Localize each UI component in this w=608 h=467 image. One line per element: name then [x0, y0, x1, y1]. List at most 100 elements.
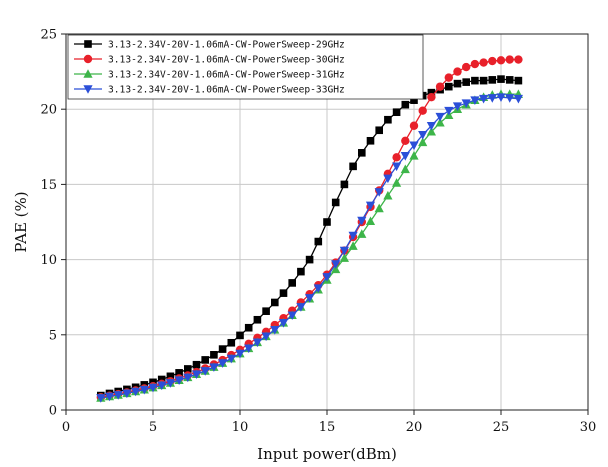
- data-point: [374, 188, 384, 197]
- legend-box: [67, 34, 424, 100]
- data-point: [227, 338, 236, 347]
- x-tick-label: 25: [493, 420, 510, 435]
- legend-marker: [84, 40, 92, 48]
- x-tick-label: 30: [580, 420, 597, 435]
- data-point: [279, 289, 288, 297]
- data-point: [165, 379, 175, 388]
- data-point: [191, 370, 202, 380]
- data-point: [296, 303, 306, 312]
- data-point: [200, 367, 210, 376]
- data-point: [435, 117, 445, 127]
- data-point: [174, 376, 184, 386]
- data-point: [235, 349, 245, 359]
- data-point: [514, 76, 523, 85]
- data-point: [104, 392, 115, 402]
- data-point: [444, 106, 454, 116]
- data-point: [496, 93, 506, 102]
- y-axis-title: PAE (%): [12, 191, 30, 252]
- data-point: [157, 375, 166, 384]
- data-point: [148, 383, 158, 393]
- x-tick-label: 0: [62, 420, 70, 435]
- data-point: [445, 82, 453, 91]
- y-tick-label: 5: [49, 328, 57, 343]
- data-point: [236, 331, 244, 340]
- data-point: [366, 136, 375, 145]
- data-point: [262, 307, 270, 315]
- y-tick-label: 20: [40, 103, 57, 118]
- x-axis-title: Input power(dBm): [257, 445, 397, 463]
- data-point: [461, 99, 471, 108]
- data-point: [453, 79, 462, 88]
- y-tick-label: 0: [49, 404, 57, 419]
- data-point: [244, 323, 253, 332]
- data-point: [400, 152, 410, 161]
- data-point: [339, 246, 349, 256]
- data-point: [471, 76, 479, 85]
- data-point: [253, 315, 262, 324]
- data-point: [339, 253, 349, 262]
- data-point: [348, 231, 358, 241]
- data-point: [271, 298, 279, 307]
- data-point: [314, 237, 323, 246]
- data-point: [505, 76, 514, 84]
- data-point: [435, 82, 445, 91]
- data-point: [426, 121, 436, 131]
- data-point: [418, 137, 428, 147]
- data-point: [479, 58, 488, 67]
- axis-ticks: 0 5 10 15 20 25 30 0 5 10 15 20 25: [40, 28, 596, 436]
- legend-label: 3.13-2.34V-20V-1.06mA-CW-PowerSweep-33GH…: [108, 85, 345, 96]
- data-point: [288, 279, 296, 287]
- legend-label: 3.13-2.34V-20V-1.06mA-CW-PowerSweep-31GH…: [108, 70, 345, 81]
- y-tick-label: 10: [40, 253, 57, 268]
- data-point: [400, 164, 410, 174]
- data-point: [392, 108, 401, 117]
- data-point: [401, 100, 410, 109]
- legend: 3.13-2.34V-20V-1.06mA-CW-PowerSweep-29GH…: [67, 34, 424, 100]
- data-point: [418, 130, 428, 140]
- data-point: [323, 218, 331, 226]
- series-line: [100, 93, 519, 399]
- data-point: [261, 332, 271, 342]
- data-point: [278, 318, 289, 328]
- data-point: [409, 141, 419, 151]
- data-point: [392, 162, 402, 172]
- data-point: [487, 94, 497, 103]
- series-4: [96, 93, 523, 403]
- data-point: [479, 76, 488, 85]
- data-point: [384, 115, 392, 124]
- x-tick-label: 20: [406, 420, 423, 435]
- data-point: [157, 381, 167, 391]
- data-point: [409, 121, 419, 130]
- data-point: [462, 62, 471, 72]
- data-point: [331, 198, 340, 207]
- data-point: [427, 92, 436, 102]
- data-point: [470, 59, 480, 69]
- data-point: [409, 151, 419, 160]
- series-group: [96, 55, 523, 403]
- data-point: [218, 345, 227, 353]
- data-point: [331, 260, 341, 269]
- data-point: [410, 96, 418, 104]
- data-point: [287, 311, 297, 321]
- data-point: [348, 241, 358, 250]
- legend-label: 3.13-2.34V-20V-1.06mA-CW-PowerSweep-30GH…: [108, 55, 345, 66]
- data-point: [96, 394, 106, 403]
- data-point: [488, 76, 497, 84]
- data-point: [444, 73, 453, 82]
- data-point: [505, 55, 514, 64]
- data-point: [209, 363, 219, 372]
- data-point: [427, 88, 436, 97]
- data-point: [313, 284, 323, 293]
- data-point: [453, 67, 462, 76]
- data-point: [226, 354, 236, 364]
- data-point: [139, 385, 149, 395]
- data-point: [192, 360, 201, 369]
- data-point: [514, 55, 523, 64]
- data-point: [201, 356, 209, 364]
- series-3: [96, 89, 523, 402]
- data-point: [270, 326, 280, 335]
- data-point: [131, 387, 141, 397]
- x-tick-label: 5: [149, 420, 157, 435]
- data-point: [340, 180, 349, 189]
- data-point: [374, 203, 384, 213]
